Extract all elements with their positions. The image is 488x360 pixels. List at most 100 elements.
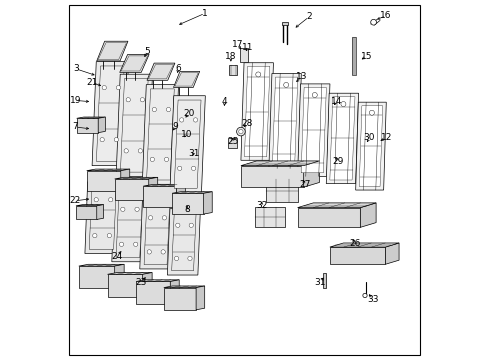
Polygon shape bbox=[136, 280, 179, 282]
Circle shape bbox=[368, 110, 374, 115]
Text: 7: 7 bbox=[72, 122, 78, 131]
Polygon shape bbox=[79, 266, 115, 288]
Text: 17: 17 bbox=[231, 40, 243, 49]
Text: 2: 2 bbox=[305, 12, 311, 21]
Text: 33: 33 bbox=[366, 294, 378, 303]
Circle shape bbox=[161, 250, 165, 254]
Polygon shape bbox=[170, 280, 179, 304]
Polygon shape bbox=[229, 64, 237, 75]
Circle shape bbox=[135, 207, 139, 211]
Polygon shape bbox=[92, 62, 128, 166]
Polygon shape bbox=[176, 184, 185, 207]
Circle shape bbox=[114, 138, 118, 142]
Circle shape bbox=[255, 72, 260, 77]
Circle shape bbox=[283, 82, 288, 87]
Circle shape bbox=[148, 216, 152, 220]
Circle shape bbox=[191, 166, 195, 171]
Text: 15: 15 bbox=[360, 52, 371, 61]
Polygon shape bbox=[175, 73, 198, 86]
Polygon shape bbox=[301, 87, 325, 173]
Polygon shape bbox=[142, 85, 178, 184]
Text: 6: 6 bbox=[175, 64, 181, 73]
Polygon shape bbox=[77, 118, 98, 133]
Circle shape bbox=[166, 107, 170, 112]
Polygon shape bbox=[163, 288, 196, 310]
Polygon shape bbox=[351, 37, 356, 75]
Text: 32: 32 bbox=[256, 201, 267, 210]
Text: 5: 5 bbox=[144, 47, 149, 56]
Polygon shape bbox=[120, 78, 148, 172]
Polygon shape bbox=[120, 54, 149, 72]
Polygon shape bbox=[303, 161, 319, 187]
Polygon shape bbox=[85, 182, 121, 253]
Polygon shape bbox=[297, 203, 375, 208]
Polygon shape bbox=[146, 89, 174, 180]
Text: 18: 18 bbox=[224, 52, 236, 61]
Circle shape bbox=[94, 198, 98, 202]
Circle shape bbox=[93, 233, 97, 238]
Circle shape bbox=[102, 86, 106, 90]
Text: 8: 8 bbox=[184, 205, 190, 214]
Text: 25: 25 bbox=[227, 137, 238, 146]
Circle shape bbox=[116, 86, 121, 90]
Polygon shape bbox=[121, 56, 147, 71]
Polygon shape bbox=[172, 192, 212, 193]
Circle shape bbox=[126, 98, 130, 102]
Polygon shape bbox=[79, 264, 124, 266]
Polygon shape bbox=[265, 179, 298, 202]
Polygon shape bbox=[359, 106, 382, 186]
Polygon shape bbox=[98, 42, 126, 59]
Polygon shape bbox=[76, 206, 97, 220]
Polygon shape bbox=[107, 273, 152, 274]
Polygon shape bbox=[76, 204, 103, 206]
Polygon shape bbox=[173, 71, 199, 87]
Circle shape bbox=[174, 256, 178, 261]
Circle shape bbox=[152, 107, 156, 112]
Polygon shape bbox=[143, 186, 176, 207]
Polygon shape bbox=[115, 177, 158, 179]
Text: 9: 9 bbox=[172, 122, 178, 131]
Polygon shape bbox=[169, 96, 205, 193]
Text: 11: 11 bbox=[242, 43, 253, 52]
Polygon shape bbox=[329, 243, 398, 247]
Circle shape bbox=[340, 102, 345, 107]
Polygon shape bbox=[147, 63, 175, 80]
Polygon shape bbox=[329, 247, 385, 264]
Polygon shape bbox=[355, 102, 386, 190]
Polygon shape bbox=[241, 161, 319, 166]
Text: 10: 10 bbox=[180, 130, 192, 139]
Circle shape bbox=[179, 118, 183, 122]
Text: 31: 31 bbox=[187, 149, 199, 158]
Circle shape bbox=[140, 98, 144, 102]
Polygon shape bbox=[112, 192, 146, 262]
Polygon shape bbox=[172, 193, 203, 214]
Polygon shape bbox=[140, 201, 174, 269]
Circle shape bbox=[175, 223, 180, 228]
Polygon shape bbox=[121, 169, 129, 192]
Polygon shape bbox=[241, 166, 303, 187]
Circle shape bbox=[312, 93, 317, 98]
Text: 13: 13 bbox=[296, 72, 307, 81]
Text: 28: 28 bbox=[241, 119, 252, 128]
Text: 16: 16 bbox=[380, 11, 391, 20]
Circle shape bbox=[150, 157, 154, 162]
Text: 23: 23 bbox=[135, 278, 146, 287]
Polygon shape bbox=[98, 117, 105, 133]
Text: 26: 26 bbox=[348, 239, 360, 248]
Text: 31: 31 bbox=[314, 278, 325, 287]
Circle shape bbox=[193, 118, 197, 122]
Polygon shape bbox=[86, 169, 129, 171]
Circle shape bbox=[100, 138, 104, 142]
Polygon shape bbox=[241, 63, 273, 160]
Polygon shape bbox=[268, 73, 301, 168]
Polygon shape bbox=[107, 274, 142, 297]
Circle shape bbox=[189, 223, 193, 228]
Circle shape bbox=[119, 242, 123, 247]
Circle shape bbox=[124, 149, 128, 153]
Polygon shape bbox=[203, 192, 212, 214]
Text: 4: 4 bbox=[222, 96, 227, 105]
Circle shape bbox=[107, 233, 111, 238]
Polygon shape bbox=[171, 213, 196, 271]
Polygon shape bbox=[77, 117, 105, 118]
Polygon shape bbox=[115, 179, 148, 200]
